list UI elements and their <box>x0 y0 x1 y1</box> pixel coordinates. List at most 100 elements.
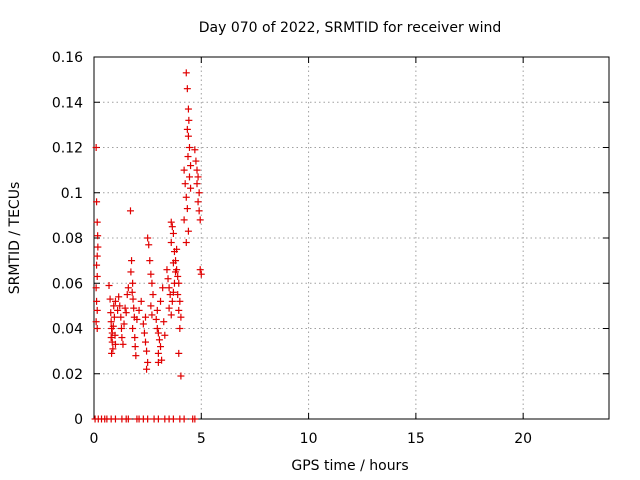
data-point-33 <box>117 325 125 332</box>
data-point-10 <box>93 306 101 314</box>
y-axis-ticks: 0 0.02 0.04 0.06 0.08 0.1 0.12 0.14 0.16 <box>52 50 609 428</box>
data-point-9 <box>93 297 101 305</box>
data-point-120 <box>183 85 191 93</box>
y-tick-label-8: 0.16 <box>52 50 83 66</box>
data-point-69 <box>147 302 155 310</box>
data-point-85 <box>164 275 172 283</box>
data-point-46 <box>129 295 137 303</box>
data-point-150 <box>124 415 132 423</box>
data-point-89 <box>167 311 175 319</box>
data-point-125 <box>185 144 193 151</box>
data-point-66 <box>147 270 155 278</box>
grid-lines <box>94 57 609 419</box>
x-tick-label-0: 0 <box>90 431 99 447</box>
x-axis-label: GPS time / hours <box>291 458 408 474</box>
data-point-108 <box>177 313 185 321</box>
data-point-59 <box>143 347 151 355</box>
data-point-128 <box>185 173 193 181</box>
data-point-136 <box>194 198 202 206</box>
data-point-147 <box>111 415 119 423</box>
data-point-134 <box>193 180 201 188</box>
data-point-113 <box>181 180 189 188</box>
data-point-37 <box>121 304 129 312</box>
data-point-82 <box>161 331 169 339</box>
data-point-32 <box>117 313 125 321</box>
data-point-114 <box>182 193 190 201</box>
data-point-72 <box>153 325 161 332</box>
data-point-115 <box>183 205 191 213</box>
x-tick-label-4: 20 <box>514 431 532 447</box>
data-point-54 <box>135 306 143 314</box>
data-point-56 <box>139 320 147 328</box>
data-point-49 <box>129 325 137 332</box>
data-point-119 <box>182 69 190 77</box>
data-point-97 <box>167 218 175 226</box>
data-point-45 <box>128 288 136 296</box>
data-point-25 <box>110 302 118 310</box>
data-point-71 <box>152 315 160 323</box>
data-point-8 <box>92 284 100 292</box>
data-point-83 <box>154 358 162 366</box>
data-point-96 <box>167 239 175 247</box>
data-point-84 <box>163 266 171 274</box>
data-point-6 <box>93 261 101 269</box>
data-point-101 <box>172 257 180 265</box>
data-point-111 <box>177 372 185 380</box>
data-point-98 <box>168 223 176 231</box>
data-point-104 <box>175 279 183 287</box>
data-point-34 <box>118 334 126 342</box>
x-axis-ticks: 0 5 10 15 20 <box>90 57 532 447</box>
data-point-52 <box>132 352 140 360</box>
data-point-22 <box>108 349 116 357</box>
data-point-161 <box>180 415 188 423</box>
data-point-41 <box>126 207 134 215</box>
data-point-19 <box>107 334 115 342</box>
data-point-5 <box>93 252 101 260</box>
data-point-13 <box>105 282 113 290</box>
data-point-121 <box>184 105 192 113</box>
data-point-107 <box>175 306 183 314</box>
y-tick-label-7: 0.14 <box>52 95 83 111</box>
data-point-31 <box>116 302 124 310</box>
data-point-132 <box>193 166 201 174</box>
data-point-16 <box>107 318 115 326</box>
x-tick-label-3: 15 <box>407 431 425 447</box>
data-point-67 <box>148 279 156 287</box>
data-point-27 <box>111 331 119 339</box>
x-tick-label-1: 5 <box>197 431 206 447</box>
data-point-116 <box>180 216 188 224</box>
data-point-65 <box>146 257 154 265</box>
data-point-133 <box>194 173 202 181</box>
data-point-29 <box>114 306 122 314</box>
data-point-51 <box>131 343 139 351</box>
data-point-123 <box>183 125 191 133</box>
data-point-75 <box>157 343 165 351</box>
data-point-105 <box>174 291 182 299</box>
data-point-58 <box>142 338 149 346</box>
data-point-12 <box>93 325 101 332</box>
data-point-139 <box>196 266 204 274</box>
data-point-88 <box>165 304 173 312</box>
data-point-14 <box>106 295 114 303</box>
data-point-100 <box>170 248 178 256</box>
data-point-39 <box>123 291 131 299</box>
data-point-21 <box>109 345 117 353</box>
data-point-156 <box>154 415 162 423</box>
data-point-163 <box>191 415 199 423</box>
data-point-127 <box>187 162 195 170</box>
data-point-60 <box>144 358 152 366</box>
data-point-35 <box>119 340 127 348</box>
data-point-44 <box>129 279 137 287</box>
data-point-53 <box>133 315 141 323</box>
data-points <box>91 69 205 423</box>
data-point-78 <box>153 306 161 314</box>
data-point-130 <box>191 146 199 154</box>
y-axis-label: SRMTID / TECUs <box>7 182 23 295</box>
data-point-118 <box>182 239 190 247</box>
data-point-57 <box>140 329 148 337</box>
data-point-23 <box>109 322 117 330</box>
data-point-131 <box>192 157 200 165</box>
data-point-0 <box>92 144 100 151</box>
data-point-122 <box>185 116 193 124</box>
